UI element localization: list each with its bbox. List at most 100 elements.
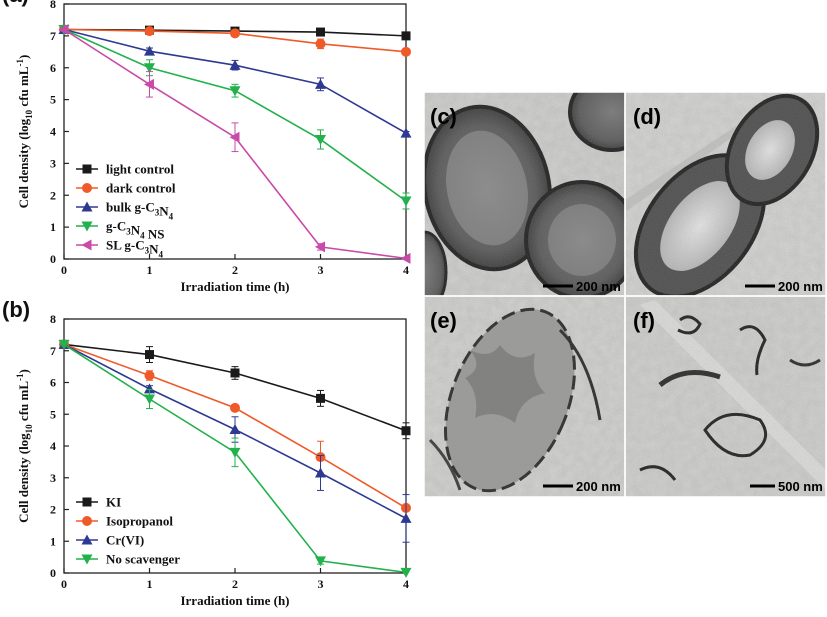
legend-label: g-C3N4 NS (106, 219, 164, 242)
data-point (401, 426, 411, 436)
chart-panel-a: (a) 0 1 2 3 4 5 6 7 8 0 1 2 3 4 Irradiation time (h) Cel… (2, 0, 412, 294)
tem-panel-label: (d) (633, 104, 661, 129)
tem-annotation: (e) 200 nm (430, 308, 621, 494)
x-axis-title: Irradiation time (h) (180, 279, 289, 294)
legend-item: Isopropanol (76, 514, 173, 529)
x-tick-label: 2 (232, 263, 238, 277)
tem-image-d (625, 92, 826, 296)
data-point (315, 467, 326, 478)
y-tick-label: 4 (50, 439, 56, 453)
data-point (315, 241, 325, 253)
data-point (400, 512, 412, 523)
x-tick-label: 3 (318, 263, 324, 277)
data-point (229, 86, 241, 97)
tem-panel-label: (f) (633, 308, 655, 333)
data-point (400, 567, 412, 578)
x-tick-label: 3 (318, 577, 324, 591)
x-tick-label: 1 (147, 263, 153, 277)
y-tick-label: 2 (50, 503, 56, 517)
data-point (229, 131, 240, 143)
legend-label: dark control (106, 181, 176, 196)
data-point (144, 370, 155, 381)
y-tick-label: 7 (50, 344, 56, 358)
scale-bar (543, 284, 573, 288)
series-2 (58, 24, 412, 138)
tem-annotation: (d) 200 nm (633, 104, 823, 294)
y-tick-label: 1 (50, 220, 56, 234)
data-point (144, 383, 155, 394)
x-tick-label: 0 (61, 577, 67, 591)
legend-marker (81, 534, 93, 545)
y-tick-label: 8 (50, 0, 56, 11)
series-4 (58, 24, 411, 264)
tem-annotation: (f) 500 nm (633, 308, 823, 494)
legend-label: KI (106, 495, 121, 510)
legend: light control dark control bulk g-C3N4g-C3… (76, 162, 176, 260)
data-point (400, 196, 412, 207)
y-tick-label: 5 (50, 407, 56, 421)
legend-item: bulk g-C3N4 (76, 200, 174, 222)
tem-frame (624, 295, 827, 498)
data-point (400, 127, 412, 138)
data-point (58, 339, 70, 350)
y-tick-label: 2 (50, 188, 56, 202)
scale-bar (745, 284, 775, 288)
legend-marker (81, 554, 93, 565)
data-point (230, 368, 240, 378)
y-tick-label: 0 (50, 252, 56, 266)
data-point (229, 423, 241, 434)
data-point (401, 31, 411, 41)
data-point (315, 78, 326, 89)
legend-label: light control (106, 162, 174, 177)
y-tick-label: 3 (50, 156, 56, 170)
x-tick-label: 1 (147, 577, 153, 591)
legend-item: g-C3N4 NS (76, 219, 164, 242)
legend-item: SL g-C3N4 (76, 238, 164, 260)
legend: KI Isopropanol Cr(VI) No scavenger (76, 495, 180, 567)
y-axis-title: Cell density (log10 cfu mL-1) (15, 369, 34, 523)
x-tick-label: 4 (403, 263, 409, 277)
y-tick-label: 6 (50, 61, 56, 75)
data-point (58, 24, 69, 35)
legend-item: No scavenger (76, 552, 180, 567)
series-line (63, 28, 407, 134)
legend-label: bulk g-C3N4 (106, 200, 174, 222)
data-point (144, 394, 155, 405)
y-tick-label: 1 (50, 534, 56, 548)
data-point (315, 134, 326, 145)
y-tick-label: 8 (50, 312, 56, 326)
legend-label: SL g-C3N4 (106, 238, 164, 260)
scale-bar-label: 500 nm (778, 479, 823, 494)
scale-bar-label: 200 nm (576, 279, 621, 294)
data-point (401, 46, 411, 57)
tem-overlays: (c) 200 nm (d) 200 nm (e) 200 nm (f) 500 nm (423, 91, 827, 498)
scale-bar-label: 200 nm (576, 479, 621, 494)
legend-item: light control (76, 162, 174, 177)
y-tick-label: 4 (50, 125, 56, 139)
legend-marker (82, 164, 92, 174)
tem-image-f (625, 296, 826, 497)
y-tick-label: 6 (50, 376, 56, 390)
legend-marker (82, 497, 92, 507)
legend-label: Isopropanol (106, 514, 173, 529)
data-point (144, 45, 155, 56)
chart-panel-b: (b) 0 1 2 3 4 5 6 7 8 0 1 2 3 4 Irradiation time (h) Cel… (2, 297, 412, 608)
x-tick-label: 4 (403, 577, 409, 591)
y-axis-title: Cell density (log10 cfu mL-1) (15, 55, 34, 209)
legend-item: Cr(VI) (76, 533, 144, 548)
data-point (229, 447, 241, 458)
panel-label: (a) (2, 0, 29, 7)
data-point (230, 28, 240, 39)
data-point (315, 556, 326, 567)
data-point (316, 393, 325, 403)
data-point (144, 26, 155, 37)
y-tick-label: 5 (50, 93, 56, 107)
panel-label: (b) (2, 297, 30, 322)
scale-bar (750, 484, 775, 488)
data-point (144, 78, 154, 90)
legend-marker (81, 221, 93, 232)
legend-marker (82, 183, 92, 193)
tem-image-c (424, 92, 625, 296)
